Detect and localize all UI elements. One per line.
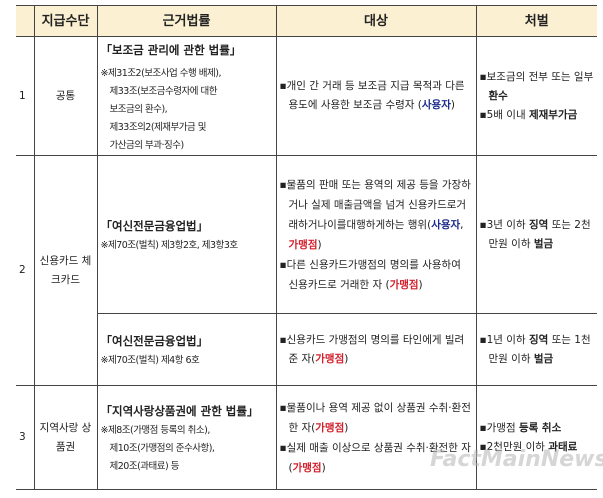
- law-note: 제10조(가맹점의 준수사항),: [109, 442, 215, 454]
- penalty-cell: ▪보조금의 전부 또는 일부 환수 ▪5배 이내 제재부가금: [475, 36, 597, 156]
- law-note: 제20조(과태료) 등: [109, 460, 180, 472]
- law-note: ※제70조(벌칙) 제3항2호, 제3항3호: [100, 239, 239, 251]
- header-penalty: 처벌: [475, 5, 597, 37]
- target-item: ▪물품이나 용역 제공 없이 상품권 수취·환전한 자(가맹점): [279, 401, 471, 434]
- law-cell: 「지역사랑상품권에 관한 법률」 ※제8조(가맹점 등록의 취소), 제10조(…: [96, 385, 277, 490]
- target-item: ▪물품의 판매 또는 용역의 제공 등을 가장하거나 실제 매출금액을 넘겨 신…: [279, 178, 471, 251]
- law-note: ※제31조2(보조사업 수행 배제),: [100, 68, 222, 79]
- law-title: 「지역사랑상품권에 관한 법률」: [100, 403, 259, 418]
- target-cell: ▪물품이나 용역 제공 없이 상품권 수취·환전한 자(가맹점) ▪실제 매출 …: [275, 385, 477, 490]
- target-item: ▪개인 간 거래 등 보조금 지급 목적과 다른 용도에 사용한 보조금 수령자…: [279, 80, 465, 111]
- row-num: 2: [16, 155, 35, 386]
- table-row: 1 공통 「보조금 관리에 관한 법률」 ※제31조2(보조사업 수행 배제),…: [16, 36, 597, 156]
- law-note: ※제8조(가맹점 등록의 취소),: [100, 424, 211, 436]
- row-method: 공통: [33, 36, 98, 156]
- target-cell: ▪물품의 판매 또는 용역의 제공 등을 가장하거나 실제 매출금액을 넘겨 신…: [275, 155, 477, 314]
- law-note: 제33조(보조금수령자에 대한: [109, 86, 218, 97]
- penalty-item: ▪2천만원 이하 과태료: [479, 440, 578, 453]
- penalty-item: ▪3년 이하 징역 또는 2천만원 이하 벌금: [479, 218, 591, 250]
- header-target: 대상: [275, 5, 477, 37]
- law-title: 「여신전문금융업법」: [100, 333, 209, 348]
- target-item: ▪다른 신용카드가맹점의 명의를 사용하여 신용카드로 거래한 자 (가맹점): [279, 258, 461, 291]
- penalty-item: ▪보조금의 전부 또는 일부 환수: [479, 70, 594, 102]
- header-row: 지급수단 근거법률 대상 처벌: [16, 5, 597, 37]
- law-note: ※제70조(벌칙) 제4항 6호: [100, 354, 200, 366]
- penalty-table: 지급수단 근거법률 대상 처벌 1 공통 「보조금 관리에 관한 법률」 ※제3…: [16, 5, 597, 490]
- header-law: 근거법률: [96, 5, 277, 37]
- row-num: 1: [16, 36, 35, 156]
- law-note: 제33조의2(제재부가금 및: [109, 122, 207, 133]
- target-item: ▪신용카드 가맹점의 명의를 타인에게 빌려준 자(가맹점): [279, 333, 465, 365]
- target-cell: ▪신용카드 가맹점의 명의를 타인에게 빌려준 자(가맹점): [275, 313, 477, 386]
- law-title: 「여신전문금융업법」: [100, 218, 209, 233]
- target-item: ▪실제 매출 이상으로 상품권 수취·환전한 자(가맹점): [279, 441, 471, 474]
- table-row: 2 신용카드 체크카드 「여신전문금융업법」 ※제70조(벌칙) 제3항2호, …: [16, 155, 597, 386]
- penalty-cell: ▪1년 이하 징역 또는 1천만원 이하 벌금: [475, 313, 597, 386]
- law-note: 보조금의 환수),: [109, 104, 168, 115]
- penalty-item: ▪1년 이하 징역 또는 1천만원 이하 벌금: [479, 333, 591, 365]
- law-cell: 「여신전문금융업법」 ※제70조(벌칙) 제3항2호, 제3항3호: [96, 155, 277, 314]
- row-method: 신용카드 체크카드: [33, 155, 98, 386]
- header-method: 지급수단: [33, 5, 98, 37]
- target-cell: ▪개인 간 거래 등 보조금 지급 목적과 다른 용도에 사용한 보조금 수령자…: [275, 36, 477, 156]
- law-note: 가산금의 부과·징수): [109, 140, 185, 151]
- law-cell: 「보조금 관리에 관한 법률」 ※제31조2(보조사업 수행 배제), 제33조…: [96, 36, 277, 156]
- row-method: 지역사랑 상품권: [33, 385, 98, 490]
- row-num: 3: [16, 385, 35, 490]
- table-row: 「여신전문금융업법」 ※제70조(벌칙) 제4항 6호 ▪신용카드 가맹점의 명…: [16, 313, 597, 386]
- watermark-logo: FactMainNews: [430, 447, 603, 472]
- law-title: 「보조금 관리에 관한 법률」: [100, 43, 242, 57]
- penalty-cell: ▪가맹점 등록 취소 ▪2천만원 이하 과태료: [475, 385, 597, 490]
- table-row: 3 지역사랑 상품권 「지역사랑상품권에 관한 법률」 ※제8조(가맹점 등록의…: [16, 385, 597, 490]
- user-label: 사용자: [421, 99, 451, 111]
- penalty-item: ▪가맹점 등록 취소: [479, 421, 562, 434]
- header-num: [16, 5, 35, 37]
- penalty-cell: ▪3년 이하 징역 또는 2천만원 이하 벌금: [475, 155, 597, 314]
- law-cell: 「여신전문금융업법」 ※제70조(벌칙) 제4항 6호: [97, 313, 277, 386]
- penalty-item: ▪5배 이내 제재부가금: [479, 108, 578, 121]
